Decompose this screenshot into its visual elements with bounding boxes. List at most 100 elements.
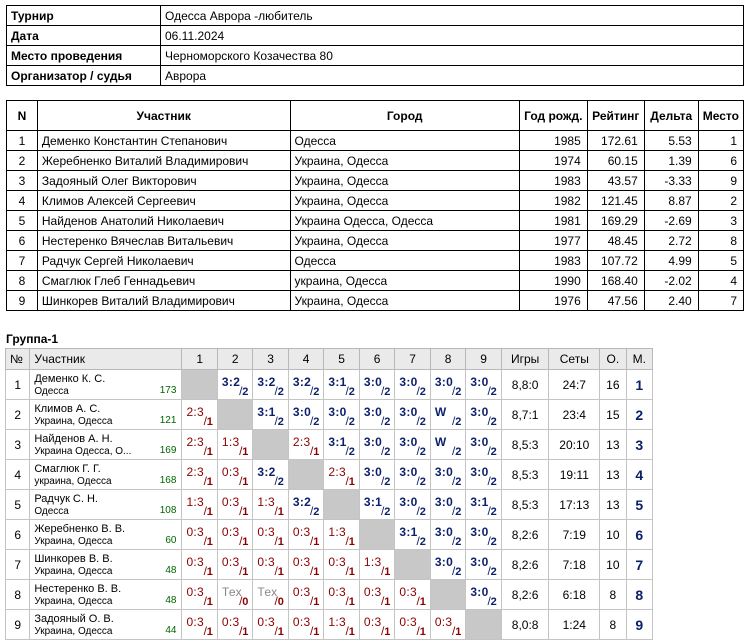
match-points: 1 (206, 506, 213, 518)
match-score: 3:0 (399, 495, 418, 509)
match-points: 1 (206, 626, 213, 638)
participant-row: 4 Климов Алексей Сергеевич Украина, Одесса… (6, 190, 745, 211)
participant-name: Деменко Константин Степанович (36, 130, 291, 151)
match-points: 1 (206, 566, 213, 578)
match-cell: 3:0/2 (465, 429, 502, 460)
match-slash: / (381, 564, 385, 578)
row-number: 5 (4, 489, 31, 520)
participant-city: Украина Одесса, Одесса (289, 210, 520, 231)
points-value: 15 (599, 399, 627, 430)
match-cell: 0:3/1 (252, 519, 289, 550)
match-cell: 0:3/1 (216, 519, 254, 550)
match-points: 1 (206, 596, 213, 608)
match-points: 1 (348, 566, 355, 578)
match-slash: / (310, 564, 314, 578)
match-cell: 3:0/2 (465, 459, 502, 490)
match-slash: / (487, 564, 491, 578)
match-score: 0:3 (292, 555, 311, 569)
column-header: 1 (181, 348, 218, 370)
match-score: 3:0 (363, 375, 383, 389)
player-city: Украина, Одесса (34, 566, 113, 577)
match-score: 2:3 (292, 435, 311, 449)
match-slash: / (239, 564, 243, 578)
match-score: Тех (257, 585, 278, 599)
match-cell: 2:3/1 (323, 459, 360, 490)
match-cell: 3:0/2 (358, 459, 396, 490)
column-header: Место (697, 100, 745, 131)
match-points: 1 (313, 566, 320, 578)
match-slash: / (274, 414, 278, 428)
match-points: 2 (277, 416, 284, 428)
match-score: 3:0 (434, 465, 454, 479)
match-score: 3:0 (470, 435, 489, 449)
match-slash: / (487, 414, 491, 428)
place-value: 5 (625, 489, 654, 520)
player-cell: Нестеренко В. В. Украина, Одесса 48 (29, 579, 183, 610)
match-score: 0:3 (257, 525, 275, 539)
participant-birth-year: 1981 (518, 210, 588, 231)
match-score: 0:3 (399, 585, 417, 599)
match-score: 3:0 (399, 435, 418, 449)
info-value: Аврора (160, 65, 744, 86)
match-points: 1 (242, 506, 249, 518)
match-score: 0:3 (186, 555, 205, 569)
points-value: 13 (599, 489, 627, 520)
match-cell: 3:0/2 (429, 459, 467, 490)
match-score: 3:1 (363, 495, 383, 509)
match-points: 1 (455, 626, 462, 638)
participant-rating: 43.57 (586, 170, 645, 191)
match-points: 1 (206, 446, 213, 458)
participant-number: 7 (6, 250, 38, 271)
participant-name: Задояный Олег Викторович (36, 170, 291, 191)
match-cell: 0:3/1 (287, 549, 325, 580)
match-slash: / (345, 624, 349, 638)
match-cell: 3:1/2 (323, 429, 360, 460)
player-name: Нестеренко В. В. (34, 583, 122, 595)
participant-birth-year: 1985 (518, 130, 588, 151)
match-score: 0:3 (399, 615, 417, 629)
row-number: 7 (4, 549, 31, 580)
group-row: 7 Шинкорев В. В. Украина, Одесса 48 0:3/1 0:3… (4, 549, 654, 580)
info-label: Турнир (6, 5, 161, 26)
match-points: 1 (242, 566, 249, 578)
participant-rating: 60.15 (586, 150, 645, 171)
match-points: 2 (384, 416, 391, 428)
match-slash: / (203, 564, 207, 578)
match-cell: 0:3/1 (216, 489, 254, 520)
diagonal-cell (323, 489, 360, 520)
match-points: 2 (419, 386, 426, 398)
match-slash: / (487, 384, 491, 398)
match-cell: 3:2/2 (287, 369, 325, 400)
match-score: 1:3 (363, 555, 382, 569)
participant-city: украина, Одесса (289, 270, 520, 291)
place-value: 6 (625, 519, 654, 550)
match-points: 2 (455, 386, 462, 398)
sets-value: 23:4 (548, 399, 601, 430)
column-header: 8 (429, 348, 467, 370)
match-points: 1 (206, 416, 213, 428)
match-slash: / (203, 504, 207, 518)
match-cell: 3:2/2 (287, 489, 325, 520)
column-header: 2 (216, 348, 254, 370)
info-value: Черноморского Козачества 80 (160, 45, 744, 66)
points-value: 10 (599, 519, 627, 550)
match-slash: / (381, 594, 385, 608)
match-score: 3:1 (328, 435, 347, 449)
match-points: 1 (348, 536, 355, 548)
match-slash: / (416, 534, 420, 548)
match-slash: / (274, 564, 278, 578)
participant-row: 6 Нестеренко Вячеслав Витальевич Украина, … (6, 230, 745, 251)
match-points: 1 (384, 626, 391, 638)
group-results-grid: № Участник 1 2 3 4 5 6 7 8 9 Игры Сеты О. М. 1 Деменко … (4, 348, 654, 640)
diagonal-cell (358, 519, 396, 550)
column-header: Год рожд. (518, 100, 588, 131)
participant-number: 3 (6, 170, 38, 191)
player-cell: Задояный О. В. Украина, Одесса 44 (29, 609, 183, 640)
match-cell: 3:1/2 (465, 489, 502, 520)
match-cell: 2:3/1 (287, 429, 325, 460)
sets-value: 24:7 (548, 369, 601, 400)
match-cell: 0:3/1 (216, 459, 254, 490)
player-city: Украина, Одесса (34, 536, 113, 547)
match-slash: / (274, 594, 278, 608)
match-cell: Тех/0 (252, 579, 289, 610)
